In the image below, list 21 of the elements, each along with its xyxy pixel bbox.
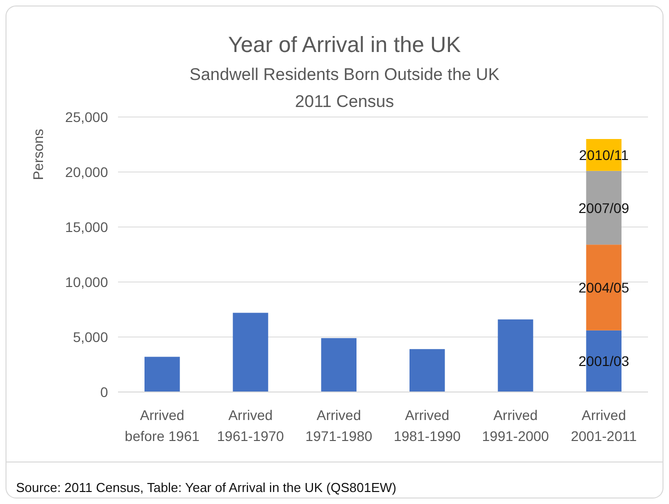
x-tick-label: Arrived 1961-1970 xyxy=(217,407,284,444)
y-tick-label: 25,000 xyxy=(65,109,108,125)
source-note: Source: 2011 Census, Table: Year of Arrival in the UK (QS801EW) xyxy=(16,480,396,495)
x-tick-label: Arrived 2001-2011 xyxy=(570,407,637,444)
bar xyxy=(321,338,356,392)
bar xyxy=(410,349,445,392)
bar xyxy=(144,356,180,392)
y-tick-label: 0 xyxy=(100,384,108,400)
x-tick-label: Arrived 1971-1980 xyxy=(305,407,373,444)
y-tick-label: 15,000 xyxy=(65,219,108,235)
x-tick-label: Arrived before 1961 xyxy=(124,407,200,444)
chart-title: Year of Arrival in the UK xyxy=(228,32,462,57)
x-tick-label: Arrived 1991-2000 xyxy=(482,407,550,444)
bar xyxy=(232,312,268,392)
y-axis-title: Persons xyxy=(30,128,46,180)
y-tick-label: 5,000 xyxy=(72,329,108,345)
y-tick-label: 20,000 xyxy=(65,164,108,180)
y-tick-label: 10,000 xyxy=(65,274,108,290)
x-tick-label: Arrived 1981-1990 xyxy=(394,407,461,444)
bar xyxy=(498,319,534,392)
chart-subtitle: Sandwell Residents Born Outside the UK 2011 Census xyxy=(190,65,500,111)
